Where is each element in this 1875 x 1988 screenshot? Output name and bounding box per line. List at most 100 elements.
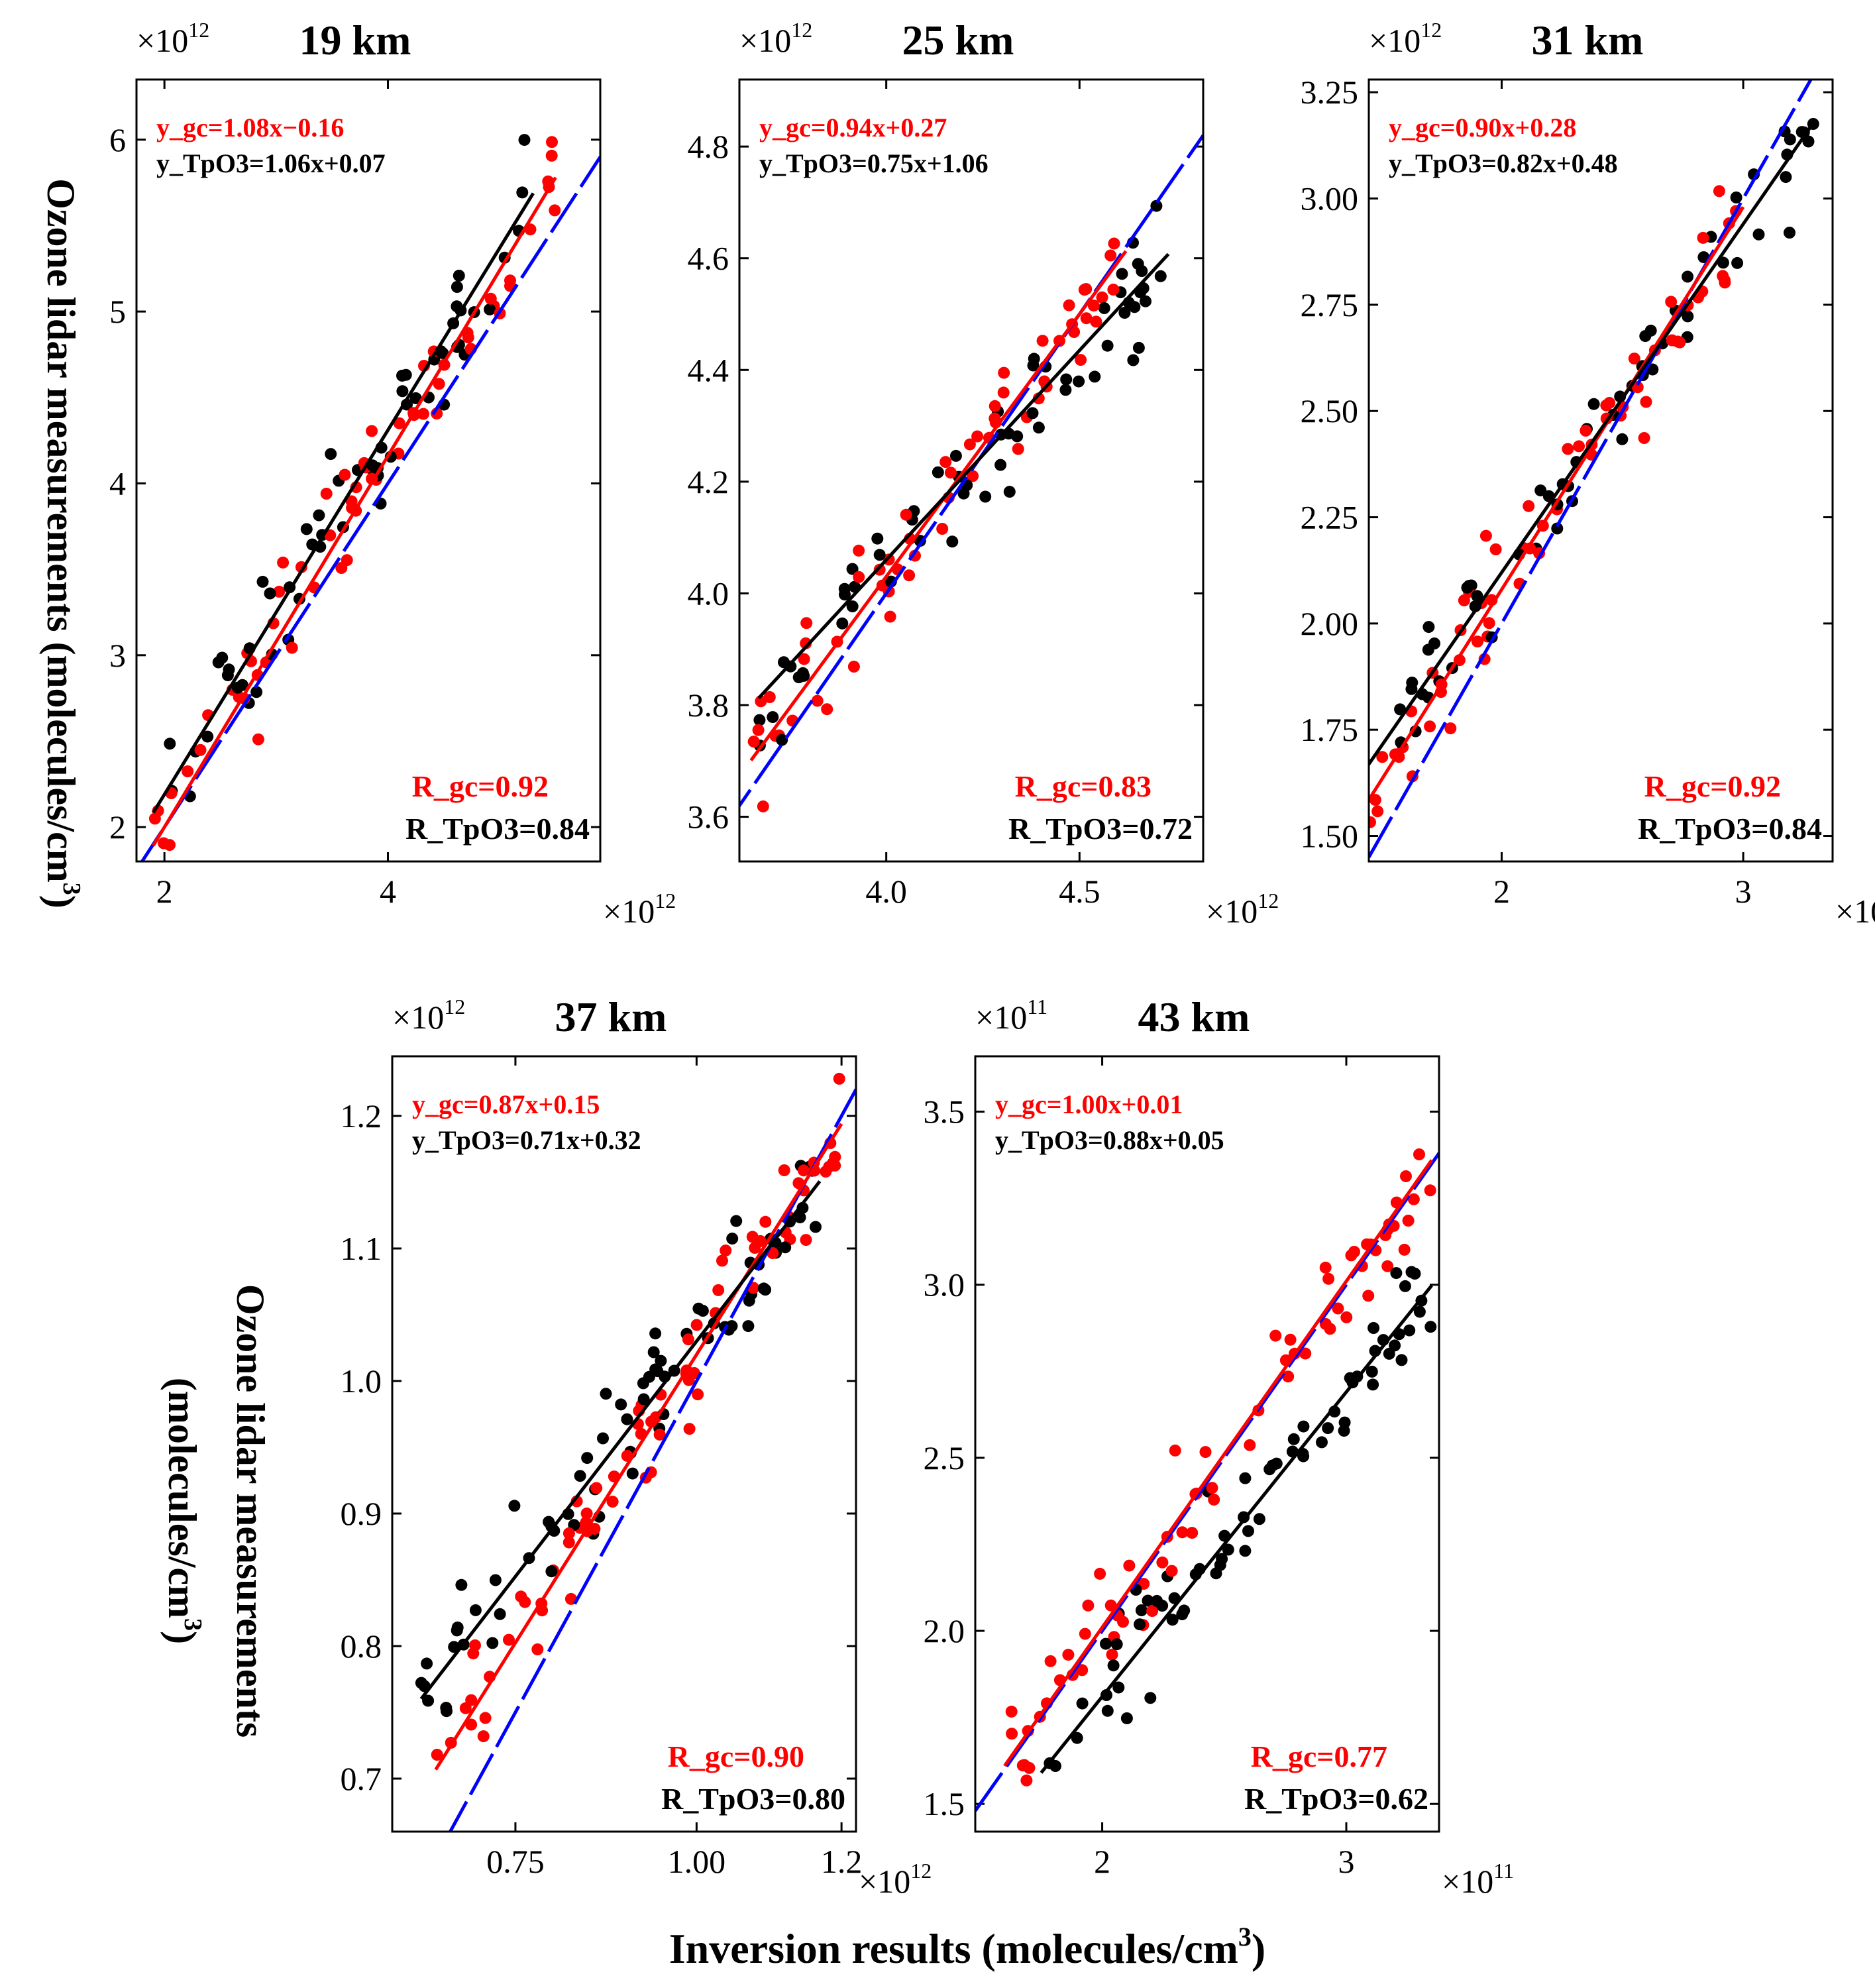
- scatter-point-gc: [562, 1527, 575, 1539]
- scatter-point-tpo3: [743, 1294, 755, 1307]
- scatter-point-gc: [1075, 354, 1087, 366]
- scatter-point-tpo3: [647, 1346, 660, 1358]
- scatter-point-tpo3: [1784, 133, 1796, 146]
- y-tick-label: 1.0: [341, 1362, 382, 1400]
- scatter-point-gc: [1090, 315, 1102, 328]
- scatter-point-gc: [798, 653, 810, 665]
- scatter-point-gc: [821, 703, 833, 716]
- panel-19-km: 19 km ×1012 ×1012 2 3 4 5 6 2 4 y_gc=1.08x−0.16 y_T…: [109, 17, 676, 930]
- scatter-point-gc: [1036, 335, 1049, 347]
- scatter-point-gc: [757, 800, 769, 812]
- scatter-point-tpo3: [440, 1702, 453, 1714]
- scatter-point-gc: [606, 1496, 619, 1508]
- scatter-point-gc: [1348, 1246, 1360, 1258]
- scatter-point-tpo3: [810, 1221, 822, 1233]
- scatter-point-gc: [1424, 1184, 1436, 1197]
- equation-tpo3: y_TpO3=0.71x+0.32: [412, 1125, 641, 1155]
- scatter-point-gc: [939, 456, 952, 469]
- scatter-point-tpo3: [486, 1637, 499, 1649]
- scatter-point-gc: [1562, 443, 1574, 455]
- x-tick-label: 2: [156, 873, 173, 910]
- scatter-point-tpo3: [508, 1500, 521, 1512]
- y-axis-exponent: ×1012: [739, 18, 812, 59]
- scatter-point-tpo3: [453, 270, 465, 282]
- y-tick-label: 4.2: [688, 463, 729, 500]
- scatter-point-tpo3: [742, 1320, 755, 1333]
- scatter-point-gc: [1094, 1567, 1106, 1580]
- scatter-point-gc: [1062, 1649, 1075, 1661]
- scatter-point-tpo3: [1316, 1436, 1328, 1449]
- scatter-point-gc: [1324, 1323, 1336, 1335]
- scatter-point-tpo3: [1802, 135, 1815, 148]
- x-tick-label: 2: [1094, 1843, 1110, 1880]
- equation-gc: y_gc=1.08x−0.16: [156, 113, 344, 142]
- y-tick-label: 5: [109, 293, 126, 330]
- scatter-point-tpo3: [649, 1327, 662, 1340]
- scatter-point-gc: [1603, 397, 1616, 409]
- scatter-point-gc: [884, 610, 896, 623]
- scatter-point-tpo3: [1730, 192, 1742, 203]
- panel-title: 43 km: [1138, 993, 1250, 1040]
- scatter-point-gc: [1523, 500, 1535, 512]
- scatter-point-gc: [1106, 1648, 1118, 1661]
- y-tick-label: 0.7: [341, 1760, 382, 1797]
- equation-gc: y_gc=0.94x+0.27: [759, 113, 947, 142]
- y-axis-exponent: ×1012: [136, 18, 209, 59]
- scatter-point-gc: [755, 695, 767, 708]
- r-tpo3: R_TpO3=0.72: [1008, 812, 1193, 846]
- scatter-point-gc: [1573, 440, 1585, 453]
- scatter-point-tpo3: [1422, 621, 1435, 634]
- scatter-point-gc: [1319, 1261, 1332, 1274]
- scatter-point-gc: [1381, 1260, 1394, 1272]
- scatter-points: [1369, 118, 1819, 828]
- scatter-point-gc: [749, 1242, 761, 1254]
- scatter-point-tpo3: [600, 1388, 612, 1400]
- reference-line: [140, 156, 600, 861]
- scatter-point-gc: [1282, 1370, 1295, 1383]
- scatter-point-tpo3: [1156, 1600, 1169, 1612]
- scatter-point-tpo3: [1287, 1433, 1300, 1445]
- x-tick-label: 2: [1493, 873, 1510, 910]
- scatter-point-gc: [277, 556, 290, 569]
- scatter-point-tpo3: [313, 509, 325, 522]
- scatter-point-tpo3: [422, 1694, 435, 1707]
- scatter-point-tpo3: [581, 1452, 594, 1464]
- scatter-point-tpo3: [1587, 398, 1600, 410]
- scatter-point-tpo3: [637, 1393, 650, 1406]
- x-axis-label-sup: 3: [1238, 1922, 1252, 1952]
- panel-37-km: 37 km ×1012 ×1012 0.7 0.8 0.9 1.0 1.1 1.2 0.75 1.0…: [341, 993, 932, 1900]
- scatter-point-gc: [1082, 1599, 1095, 1612]
- scatter-point-gc: [1186, 1527, 1199, 1539]
- scatter-point-tpo3: [1112, 1681, 1125, 1694]
- x-axis-exponent: ×1012: [859, 1859, 932, 1900]
- scatter-point-tpo3: [400, 368, 412, 381]
- scatter-point-gc: [1063, 299, 1075, 311]
- scatter-point-gc: [752, 724, 765, 736]
- scatter-point-tpo3: [1216, 1553, 1228, 1565]
- scatter-point-tpo3: [1471, 590, 1483, 602]
- scatter-point-gc: [903, 569, 916, 582]
- scatter-point-gc: [936, 523, 949, 535]
- scatter-point-tpo3: [1239, 1545, 1252, 1557]
- scatter-point-gc: [1638, 432, 1650, 444]
- reference-line: [975, 1152, 1439, 1812]
- scatter-point-tpo3: [767, 711, 779, 724]
- scatter-point-tpo3: [250, 686, 263, 698]
- scatter-point-tpo3: [1338, 1425, 1350, 1437]
- panel-title: 31 km: [1532, 17, 1644, 64]
- scatter-point-tpo3: [1003, 486, 1016, 498]
- y-axis-label-bottom-row-text: (molecules/cm: [160, 1378, 204, 1618]
- scatter-point-tpo3: [836, 617, 849, 630]
- scatter-point-gc: [1697, 231, 1709, 244]
- scatter-point-tpo3: [1073, 375, 1085, 388]
- y-tick-label: 2.75: [1301, 286, 1359, 323]
- scatter-point-tpo3: [1107, 1659, 1120, 1672]
- scatter-point-gc: [963, 438, 976, 451]
- scatter-point-gc: [1165, 1565, 1178, 1577]
- fit-line-tpo3: [1040, 1284, 1433, 1774]
- scatter-point-tpo3: [1239, 1472, 1252, 1484]
- scatter-point-tpo3: [1142, 1594, 1154, 1607]
- scatter-point-tpo3: [455, 1578, 468, 1591]
- scatter-point-tpo3: [484, 303, 496, 315]
- x-axis-label-text: Inversion results (molecules/cm: [669, 1925, 1238, 1972]
